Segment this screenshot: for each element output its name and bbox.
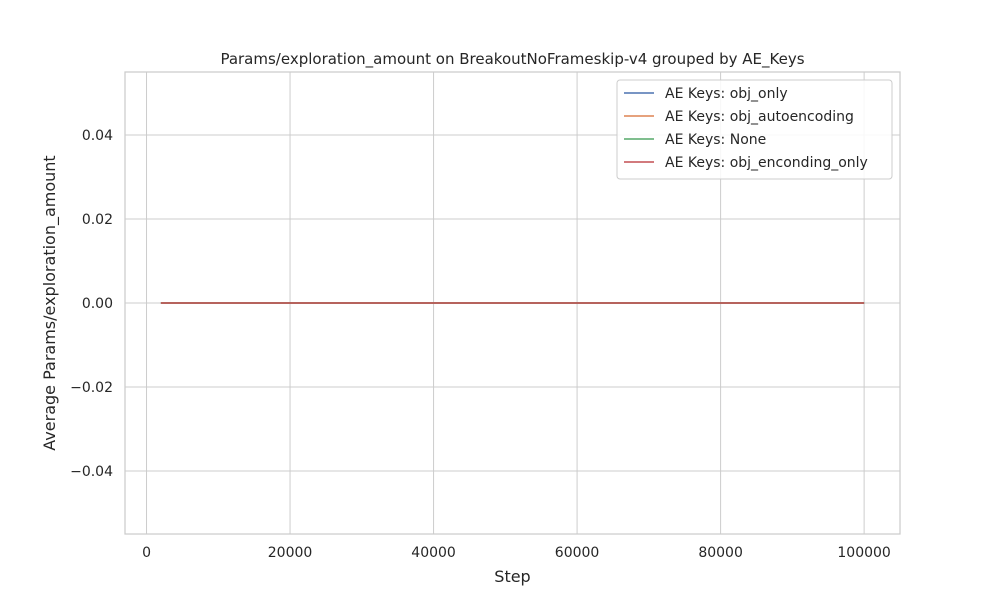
legend-label: AE Keys: obj_only <box>665 86 788 102</box>
y-tick-label: 0.00 <box>82 296 113 312</box>
legend-label: AE Keys: None <box>665 132 766 148</box>
y-tick-label: −0.02 <box>70 380 113 396</box>
x-tick-label: 0 <box>142 545 151 561</box>
legend-box <box>616 79 893 180</box>
x-axis-title: Step <box>494 567 530 586</box>
y-axis-title: Average Params/exploration_amount <box>40 155 60 450</box>
x-tick-label: 100000 <box>837 545 890 561</box>
chart-title: Params/exploration_amount on BreakoutNoF… <box>220 50 804 69</box>
x-tick-labels: 0 20000 40000 60000 80000 100000 <box>142 545 891 561</box>
legend-label: AE Keys: obj_enconding_only <box>665 155 868 171</box>
y-tick-labels: −0.04 −0.02 0.00 0.02 0.04 <box>70 128 113 480</box>
y-tick-label: 0.04 <box>82 128 113 144</box>
x-tick-label: 60000 <box>555 545 600 561</box>
legend: AE Keys: obj_only AE Keys: obj_autoencodi… <box>616 79 893 180</box>
y-tick-label: 0.02 <box>82 212 113 228</box>
legend-label: AE Keys: obj_autoencoding <box>665 109 854 125</box>
x-tick-label: 40000 <box>411 545 456 561</box>
x-tick-label: 20000 <box>268 545 313 561</box>
y-tick-label: −0.04 <box>70 464 113 480</box>
x-tick-label: 80000 <box>698 545 743 561</box>
plot-frame <box>124 71 901 535</box>
